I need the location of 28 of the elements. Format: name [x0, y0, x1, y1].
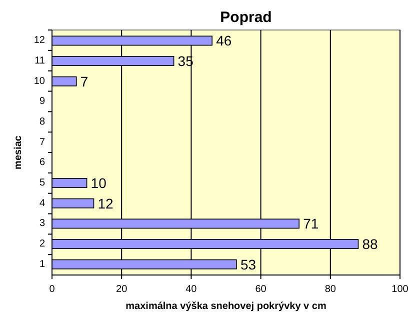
y-tick-label: 11	[34, 56, 46, 67]
y-tick-label: 7	[39, 136, 46, 148]
y-tick-label: 3	[39, 218, 46, 230]
y-axis-title: mesiac	[13, 135, 24, 170]
chart-title: Poprad	[220, 9, 272, 26]
y-tick-label: 8	[39, 116, 46, 128]
data-label: 46	[216, 32, 232, 49]
y-tick-label: 10	[34, 76, 46, 87]
data-label: 10	[90, 175, 107, 191]
data-label: 71	[303, 216, 319, 232]
x-tick-label: 100	[392, 284, 409, 295]
y-tick-label: 12	[34, 35, 46, 46]
y-tick-label: 6	[39, 157, 46, 168]
y-tick-label: 1	[39, 258, 46, 270]
y-tick-label: 4	[39, 198, 46, 209]
data-label: 12	[98, 195, 114, 212]
x-axis-title: maximálna výška snehovej pokrývky v cm	[126, 301, 326, 312]
x-tick-label: 80	[324, 284, 336, 295]
data-label: 88	[362, 236, 378, 252]
y-tick-label: 2	[39, 238, 46, 250]
y-tick-label: 9	[39, 96, 46, 108]
x-tick-label: 0	[49, 284, 56, 295]
y-tick-label: 5	[39, 178, 46, 188]
x-tick-label: 60	[255, 284, 267, 295]
x-tick-label: 20	[116, 284, 128, 295]
x-tick-label: 40	[186, 284, 198, 295]
data-label: 7	[80, 73, 88, 90]
data-label: 53	[240, 256, 256, 272]
